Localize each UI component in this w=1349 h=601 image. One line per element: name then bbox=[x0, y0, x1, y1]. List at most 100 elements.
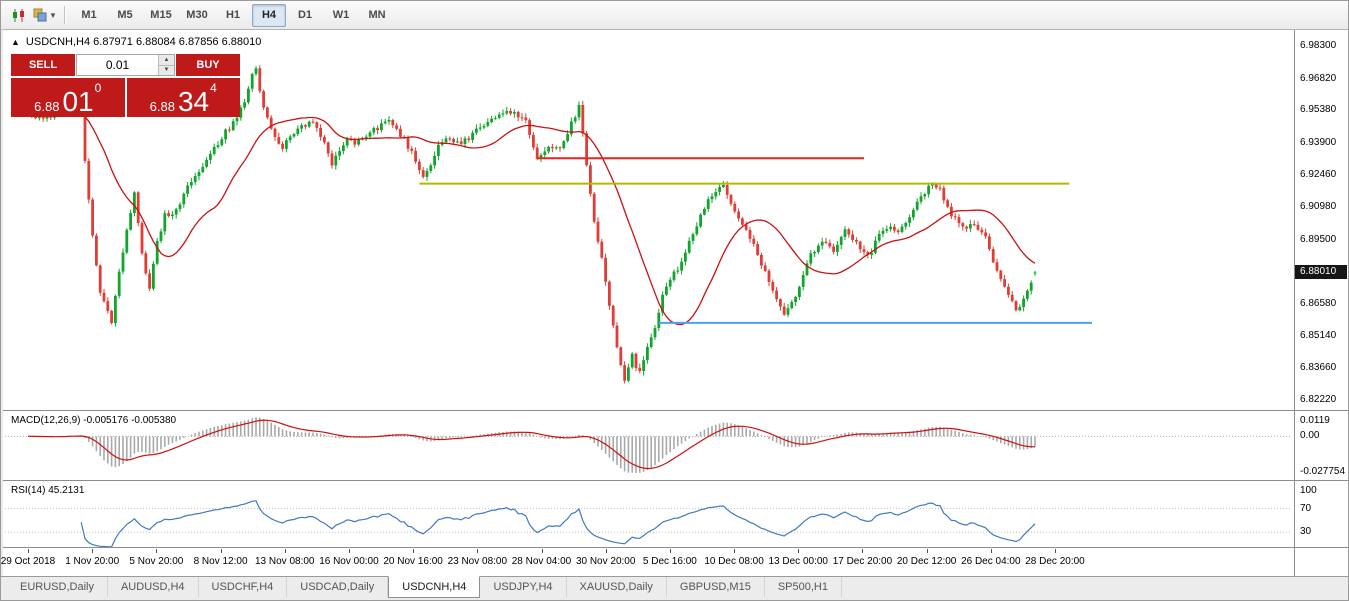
time-tick-label: 10 Dec 08:00 bbox=[704, 556, 764, 567]
time-tick-label: 30 Nov 20:00 bbox=[575, 556, 636, 567]
time-tick bbox=[28, 549, 29, 553]
time-tick-label: 29 Oct 2018 bbox=[0, 556, 56, 567]
rsi-tick-label: 30 bbox=[1300, 526, 1312, 538]
chart-tab-eurusd[interactable]: EURUSD,Daily bbox=[7, 577, 108, 597]
rsi-label: RSI(14) 45.2131 bbox=[11, 485, 85, 496]
time-tick-label: 26 Dec 04:00 bbox=[961, 556, 1021, 567]
time-tick bbox=[798, 549, 800, 553]
candlestick-chart-icon bbox=[12, 8, 24, 22]
sell-price-small: 6.88 bbox=[34, 98, 60, 114]
symbol-ohlc-line: ▲ USDCNH,H4 6.87971 6.88084 6.87856 6.880… bbox=[11, 36, 261, 48]
timeframe-m5[interactable]: M5 bbox=[117, 9, 133, 21]
volume-box: ▲ ▼ bbox=[76, 54, 175, 76]
time-tick bbox=[477, 549, 479, 553]
timeframe-d1[interactable]: D1 bbox=[297, 9, 313, 21]
volume-spinner: ▲ ▼ bbox=[158, 55, 174, 75]
price-tick-label: 6.98300 bbox=[1300, 40, 1337, 52]
chart-window-icon[interactable] bbox=[5, 3, 31, 27]
time-tick-label: 23 Nov 08:00 bbox=[447, 556, 508, 567]
time-tick-label: 8 Nov 12:00 bbox=[193, 556, 248, 567]
volume-up-icon[interactable]: ▲ bbox=[159, 55, 174, 66]
time-tick-label: 20 Dec 12:00 bbox=[896, 556, 957, 567]
price-axis-separator bbox=[1294, 30, 1295, 577]
buy-button[interactable]: BUY bbox=[176, 54, 240, 76]
chart-tab-audusd[interactable]: AUDUSD,H4 bbox=[108, 577, 199, 597]
chart-tab-usdchf[interactable]: USDCHF,H4 bbox=[199, 577, 288, 597]
price-tick-label: 6.95380 bbox=[1300, 104, 1337, 116]
timeframe-mn[interactable]: MN bbox=[368, 9, 386, 21]
timeframe-m1[interactable]: M1 bbox=[81, 9, 97, 21]
volume-down-icon[interactable]: ▼ bbox=[159, 65, 174, 75]
price-tick-label: 6.92460 bbox=[1300, 168, 1337, 180]
time-tick bbox=[990, 549, 992, 553]
price-tick-label: 6.96820 bbox=[1300, 72, 1337, 84]
palette-icon bbox=[33, 8, 47, 22]
time-tick bbox=[926, 549, 928, 553]
timeframe-buttons: M1 M5 M15 M30 H1 H4 D1 W1 MN bbox=[71, 3, 395, 27]
timeframe-h4[interactable]: H4 bbox=[252, 3, 286, 27]
buy-price-sup: 4 bbox=[210, 81, 217, 95]
chart-window: ▲ USDCNH,H4 6.87971 6.88084 6.87856 6.880… bbox=[0, 29, 1348, 577]
price-tick-label: 6.83660 bbox=[1300, 362, 1337, 374]
time-axis-separator bbox=[3, 547, 1348, 548]
rsi-tick-label: 70 bbox=[1300, 502, 1312, 514]
chevron-down-icon: ▼ bbox=[49, 10, 57, 20]
sell-button[interactable]: SELL bbox=[11, 54, 75, 76]
time-tick bbox=[220, 549, 222, 553]
volume-input[interactable] bbox=[77, 55, 158, 75]
price-tick-label: 6.86580 bbox=[1300, 297, 1337, 309]
time-axis[interactable]: 29 Oct 2018 1 Nov 20:00 5 Nov 20:00 8 Nov 1… bbox=[0, 548, 1294, 577]
time-tick bbox=[1055, 549, 1056, 553]
price-tick-label: 6.85140 bbox=[1300, 329, 1337, 341]
macd-tick-label: -0.027754 bbox=[1300, 465, 1346, 477]
chart-tab-usdjpy[interactable]: USDJPY,H4 bbox=[480, 577, 567, 597]
timeframe-m15[interactable]: M15 bbox=[150, 9, 172, 21]
price-axis[interactable]: 6.98300 6.96820 6.95380 6.93900 6.92460 6.909… bbox=[1295, 30, 1348, 577]
chart-tab-xauusd[interactable]: XAUUSD,Daily bbox=[567, 577, 667, 597]
chart-tab-usdcnh[interactable]: USDCNH,H4 bbox=[388, 576, 481, 598]
time-tick-label: 28 Nov 04:00 bbox=[511, 556, 572, 567]
timeframe-h1[interactable]: H1 bbox=[225, 9, 241, 21]
buy-price-box[interactable]: 6.88 34 4 bbox=[126, 78, 240, 118]
time-tick bbox=[734, 549, 736, 553]
sell-price-box[interactable]: 6.88 01 0 bbox=[11, 78, 125, 117]
price-tick-label: 6.90980 bbox=[1300, 201, 1337, 213]
timeframe-m30[interactable]: M30 bbox=[186, 9, 208, 21]
macd-panel-separator[interactable] bbox=[3, 410, 1348, 411]
time-tick-label: 16 Nov 00:00 bbox=[319, 556, 379, 567]
time-tick bbox=[284, 549, 286, 553]
time-tick bbox=[92, 549, 94, 553]
time-tick-label: 5 Dec 16:00 bbox=[642, 556, 697, 567]
chart-tab-gbpusd[interactable]: GBPUSD,M15 bbox=[667, 577, 765, 597]
time-tick-label: 17 Dec 20:00 bbox=[832, 556, 893, 567]
rsi-tick-label: 100 bbox=[1300, 484, 1317, 496]
rsi-panel-separator[interactable] bbox=[3, 480, 1348, 481]
sell-price-sup: 0 bbox=[94, 81, 102, 95]
time-tick bbox=[541, 549, 543, 553]
chart-tab-bar: EURUSD,Daily AUDUSD,H4 USDCHF,H4 USDCAD,Dai… bbox=[1, 576, 1348, 600]
time-tick-label: 13 Dec 00:00 bbox=[768, 556, 829, 567]
time-tick-label: 5 Nov 20:00 bbox=[129, 556, 184, 567]
macd-label: MACD(12,26,9) -0.005176 -0.005380 bbox=[11, 415, 177, 426]
timeframe-w1[interactable]: W1 bbox=[332, 9, 350, 21]
price-tick-label: 6.82220 bbox=[1300, 393, 1337, 405]
time-tick bbox=[413, 549, 415, 553]
price-tick-label: 6.93900 bbox=[1300, 136, 1337, 148]
toolbar-separator bbox=[64, 6, 66, 24]
sell-price-big: 01 bbox=[62, 86, 94, 118]
chart-tab-sp500[interactable]: SP500,H1 bbox=[765, 577, 842, 597]
chart-tab-usdcad[interactable]: USDCAD,Daily bbox=[287, 577, 389, 597]
time-tick-label: 28 Dec 20:00 bbox=[1025, 556, 1085, 567]
buy-price-big: 34 bbox=[177, 86, 210, 118]
indicators-dropdown-icon[interactable]: ▼ bbox=[32, 3, 58, 27]
time-tick-label: 20 Nov 16:00 bbox=[383, 556, 443, 567]
collapse-trade-panel-icon[interactable]: ▲ bbox=[11, 37, 20, 47]
time-tick bbox=[348, 549, 350, 553]
toolbar: ▼ M1 M5 M15 M30 H1 H4 D1 W1 MN bbox=[1, 1, 1348, 30]
price-chart[interactable] bbox=[3, 30, 1294, 577]
time-tick-label: 1 Nov 20:00 bbox=[65, 556, 120, 567]
symbol-ohlc-text: USDCNH,H4 6.87971 6.88084 6.87856 6.8801… bbox=[25, 36, 262, 48]
time-tick bbox=[669, 549, 671, 553]
macd-tick-label: 0.0119 bbox=[1300, 415, 1330, 427]
